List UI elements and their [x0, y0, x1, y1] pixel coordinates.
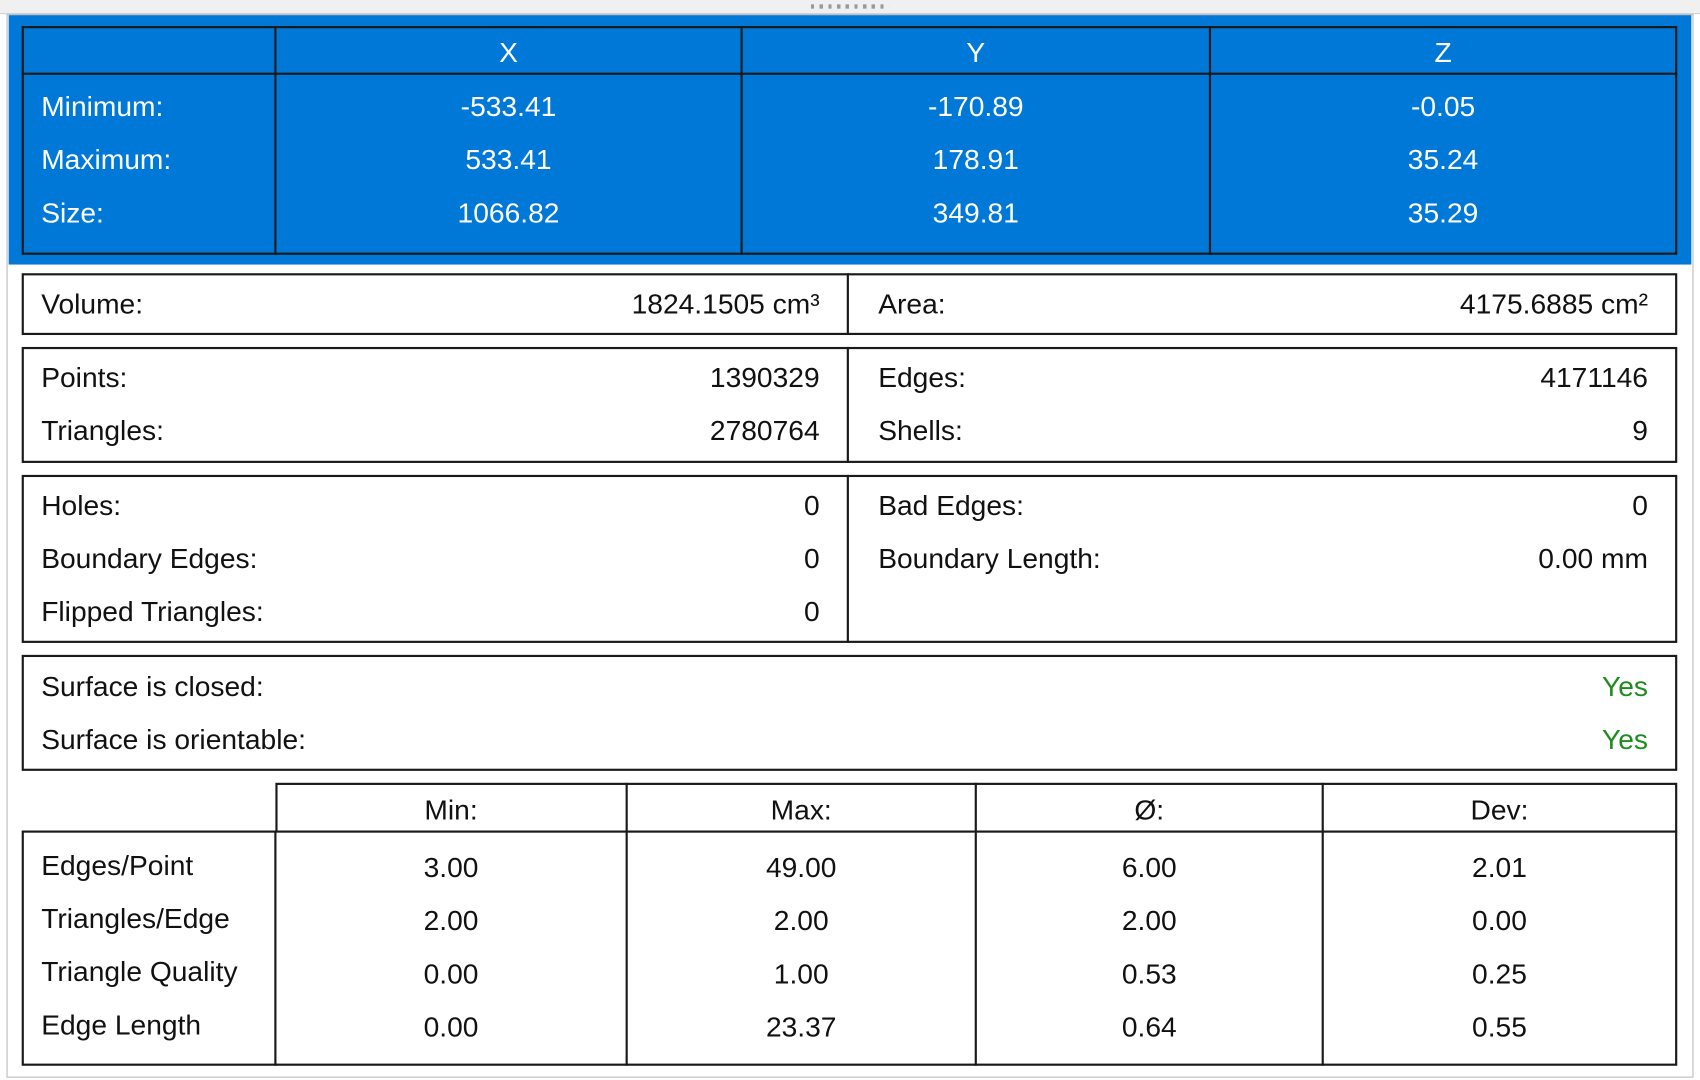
cell-value: 0.55	[1472, 1010, 1527, 1044]
cell-value: 49.00	[765, 851, 837, 884]
column-header: Max:	[770, 793, 832, 827]
status-value: Yes	[1601, 723, 1648, 756]
field-value: 0	[803, 595, 820, 628]
field-label: Area:	[878, 287, 946, 320]
cell-value: -170.89	[927, 89, 1024, 123]
row-label: Size:	[41, 196, 104, 229]
field-label: Shells:	[878, 414, 963, 447]
cell-value: 0.00	[423, 1010, 479, 1044]
cell-border	[1321, 782, 1324, 1066]
panel-frame	[6, 14, 1694, 1078]
cell-value: 0.25	[1472, 957, 1527, 990]
field-label: Surface is orientable:	[41, 723, 307, 756]
cell-border	[974, 782, 977, 1066]
cell-value: 533.41	[465, 143, 552, 176]
row-label: Minimum:	[41, 89, 164, 123]
field-value: 1824.1505 cm³	[631, 287, 820, 320]
field-value: 4175.6885 cm²	[1459, 287, 1648, 320]
measures-box	[21, 273, 1678, 336]
field-value: 0.00 mm	[1538, 542, 1648, 575]
row-label: Edges/Point	[41, 848, 194, 882]
row-label: Edge Length	[41, 1008, 202, 1041]
cell-value: 3.00	[423, 851, 479, 884]
cell-value: 35.29	[1407, 196, 1479, 229]
cell-value: 0.53	[1121, 957, 1177, 990]
field-label: Bad Edges:	[878, 488, 1024, 522]
bounding-box-table	[21, 26, 1678, 255]
column-header: Z	[1434, 35, 1452, 69]
field-label: Holes:	[41, 488, 122, 522]
field-value: 4171146	[1540, 361, 1648, 394]
row-label: Triangles/Edge	[41, 902, 230, 935]
cell-value: 2.00	[423, 904, 479, 937]
field-value: 2780764	[709, 414, 820, 447]
field-value: 9	[1632, 414, 1648, 447]
cell-value: 35.24	[1407, 143, 1479, 176]
cell-value: 2.00	[773, 904, 829, 937]
cell-value: 0.00	[1472, 904, 1527, 937]
field-label: Boundary Edges:	[41, 542, 258, 575]
cell-border	[846, 273, 849, 336]
cell-value: 0.00	[423, 957, 479, 990]
defects-box	[21, 474, 1678, 643]
field-value: 1390329	[709, 361, 820, 394]
cell-value: 1.00	[773, 957, 829, 990]
cell-border	[21, 72, 1678, 75]
cell-border	[1208, 26, 1212, 255]
cell-value: 6.00	[1121, 851, 1177, 884]
cell-value: 2.01	[1472, 851, 1527, 884]
cell-value: 0.64	[1121, 1010, 1177, 1044]
column-header: Min:	[424, 793, 478, 827]
cell-value: 2.00	[1121, 904, 1177, 937]
cell-border	[625, 782, 628, 1066]
cell-border	[846, 346, 849, 463]
counts-box	[21, 346, 1678, 463]
column-header: X	[499, 35, 518, 69]
cell-border	[274, 830, 277, 1066]
cell-border	[846, 474, 849, 643]
field-value: 0	[803, 542, 820, 575]
field-label: Volume:	[41, 287, 144, 320]
row-label: Triangle Quality	[41, 955, 238, 988]
grip	[810, 4, 890, 9]
cell-value: -0.05	[1410, 89, 1476, 123]
field-value: 0	[1632, 488, 1648, 522]
statistics-body	[21, 830, 1678, 1066]
cell-border	[740, 26, 743, 255]
column-header: Dev:	[1470, 793, 1529, 827]
cell-value: 23.37	[765, 1010, 837, 1044]
row-label: Maximum:	[41, 143, 172, 176]
field-label: Flipped Triangles:	[41, 595, 264, 628]
surface-box	[21, 654, 1678, 771]
cell-value: 1066.82	[457, 196, 560, 229]
field-value: 0	[803, 488, 820, 522]
column-header: Ø:	[1134, 793, 1165, 827]
column-header: Y	[966, 35, 986, 69]
cell-border	[274, 26, 277, 255]
cell-value: -533.41	[460, 89, 557, 123]
field-label: Triangles:	[41, 414, 164, 447]
cell-value: 349.81	[932, 196, 1019, 229]
field-label: Edges:	[878, 361, 966, 394]
field-label: Points:	[41, 361, 128, 394]
field-label: Boundary Length:	[878, 542, 1101, 575]
cell-value: 178.91	[932, 143, 1019, 176]
status-value: Yes	[1601, 670, 1648, 703]
field-label: Surface is closed:	[41, 670, 264, 703]
